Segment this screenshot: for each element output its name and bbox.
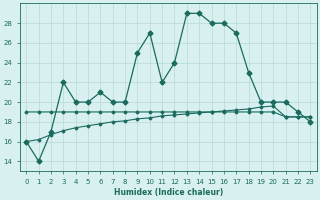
X-axis label: Humidex (Indice chaleur): Humidex (Indice chaleur): [114, 188, 223, 197]
